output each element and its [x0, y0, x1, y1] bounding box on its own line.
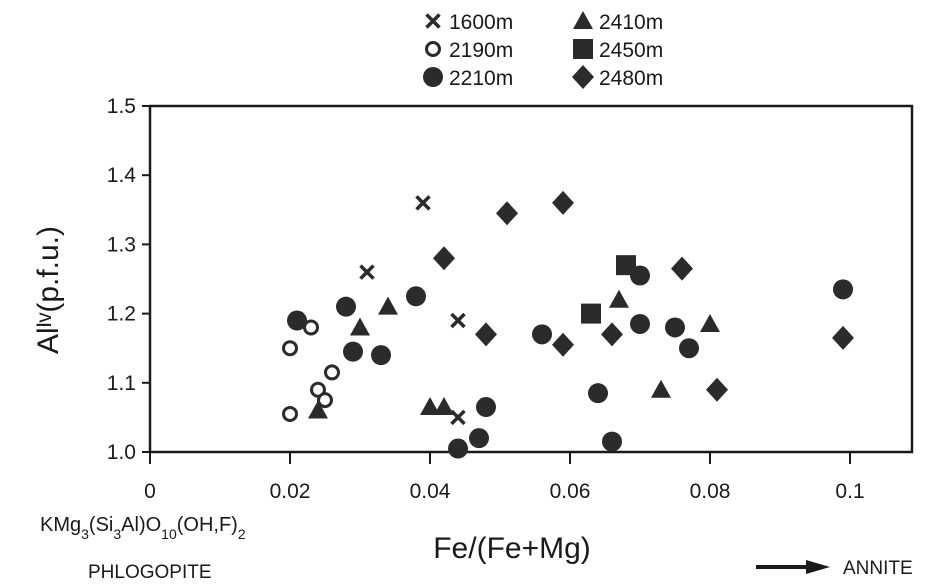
- y-axis-title: Alᴵᵛ(p.f.u.): [32, 226, 65, 354]
- point-2210m: [336, 296, 356, 317]
- point-2190m: [317, 392, 333, 409]
- legend-marker-2410m: [573, 11, 593, 29]
- point-2410m: [700, 313, 720, 332]
- legend-label: 2410m: [599, 11, 663, 34]
- phlogopite-label: PHLOGOPITE: [88, 562, 212, 583]
- y-tick-label: 1.3: [107, 233, 136, 256]
- point-2190m: [282, 340, 298, 357]
- point-2480m: [671, 256, 693, 281]
- data-points: [282, 190, 854, 459]
- legend-marker-1600m: [425, 13, 441, 29]
- y-axis: 1.0 1.1 1.2 1.3 1.4 1.5: [107, 95, 150, 464]
- legend-marker-2190m: [425, 41, 441, 57]
- point-2210m: [679, 338, 699, 359]
- legend-label: 2480m: [599, 67, 663, 90]
- point-2410m: [651, 379, 671, 398]
- point-2410m: [420, 397, 440, 416]
- point-1600m: [450, 409, 466, 426]
- point-2190m: [303, 319, 319, 336]
- y-tick-label: 1.4: [107, 164, 137, 187]
- point-2480m: [601, 322, 623, 347]
- point-2210m: [287, 310, 307, 331]
- legend-entry-2450m: 2450m: [573, 39, 663, 62]
- point-2480m: [475, 322, 497, 347]
- point-2210m: [406, 286, 426, 307]
- x-axis: 0 0.02 0.04 0.06 0.08 0.1: [144, 452, 865, 503]
- x-tick-label: 0.08: [690, 480, 731, 503]
- point-2210m: [343, 341, 363, 362]
- point-2210m: [588, 383, 608, 404]
- legend-label: 1600m: [449, 11, 513, 34]
- point-2480m: [706, 377, 728, 402]
- point-2480m: [433, 246, 455, 271]
- x-tick-label: 0.02: [270, 480, 311, 503]
- legend-entry-1600m: 1600m: [425, 11, 513, 34]
- point-2210m: [602, 431, 622, 452]
- phlogopite-formula: KMg3(Si3Al)O10(OH,F)2: [40, 514, 246, 542]
- plot-border: [148, 104, 914, 454]
- y-tick-label: 1.5: [107, 95, 136, 118]
- x-tick-label: 0.04: [410, 480, 451, 503]
- point-2410m: [350, 317, 370, 336]
- point-2480m: [552, 190, 574, 215]
- legend-label: 2210m: [449, 67, 513, 90]
- x-axis-title: Fe/(Fe+Mg): [433, 532, 591, 565]
- legend-entry-2480m: 2480m: [572, 65, 663, 90]
- point-2410m: [378, 296, 398, 315]
- point-2410m: [308, 400, 328, 419]
- annite-label: ANNITE: [843, 558, 913, 579]
- point-2210m: [833, 279, 853, 300]
- point-2210m: [630, 313, 650, 334]
- legend: 1600m 2190m 2210m 2410m 2450m 2480m: [423, 11, 663, 90]
- point-2210m: [371, 345, 391, 366]
- legend-marker-2210m: [423, 67, 443, 87]
- point-2480m: [832, 325, 854, 350]
- point-2190m: [282, 405, 298, 422]
- annite-arrow: [756, 560, 830, 574]
- point-2210m: [532, 324, 552, 345]
- x-tick-label: 0.06: [550, 480, 591, 503]
- point-2410m: [434, 397, 454, 416]
- point-2210m: [469, 428, 489, 449]
- point-2410m: [609, 289, 629, 308]
- legend-entry-2210m: 2210m: [423, 67, 513, 90]
- point-1600m: [415, 195, 431, 211]
- y-tick-label: 1.0: [107, 441, 136, 464]
- point-2480m: [552, 332, 574, 357]
- legend-label: 2190m: [449, 39, 513, 62]
- point-2480m: [496, 201, 518, 226]
- legend-entry-2410m: 2410m: [573, 11, 663, 34]
- x-tick-label: 0.1: [835, 480, 864, 503]
- point-2190m: [310, 381, 326, 398]
- x-tick-label: 0: [144, 480, 156, 503]
- point-2450m: [581, 303, 601, 324]
- legend-marker-2450m: [573, 39, 593, 59]
- plot-frame: [148, 104, 914, 454]
- legend-marker-2480m: [572, 65, 594, 89]
- y-tick-label: 1.2: [107, 303, 136, 326]
- legend-entry-2190m: 2190m: [425, 39, 513, 62]
- legend-label: 2450m: [599, 39, 663, 62]
- point-2210m: [665, 317, 685, 338]
- point-2190m: [324, 364, 340, 381]
- y-tick-label: 1.1: [107, 372, 136, 395]
- point-1600m: [359, 264, 375, 280]
- point-1600m: [450, 312, 466, 329]
- point-2210m: [476, 397, 496, 418]
- point-2450m: [616, 255, 636, 276]
- point-2210m: [448, 438, 468, 459]
